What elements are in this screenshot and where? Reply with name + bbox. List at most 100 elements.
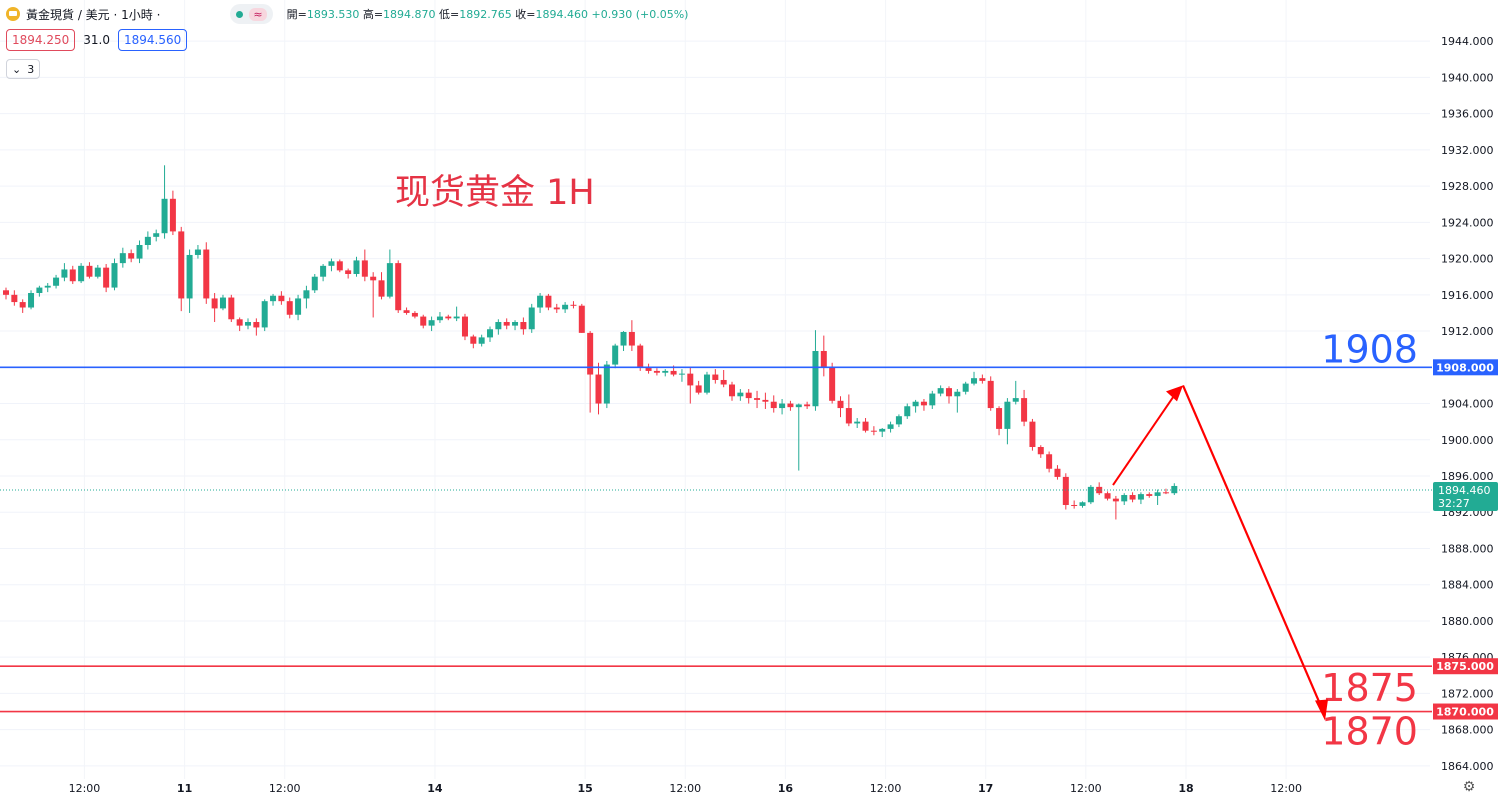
candle-body [520,322,527,330]
open-value: 1893.530 [306,8,360,21]
level-tag-text-1875: 1875.000 [1436,660,1494,673]
open-label: 開= [286,8,307,21]
candle-body [328,261,335,266]
high-label: 高= [362,8,384,21]
current-price-value: 1894.460 [1438,484,1491,497]
candle-body [69,269,76,282]
candle-body [954,391,961,397]
symbol-title[interactable]: 黃金現貨 / 美元 · 1小時 · [26,7,161,22]
time-axis[interactable]: 12:00 11 12:00 14 15 12:00 16 12:00 17 12:00 18 12:… [69,782,1302,795]
candle-body [1137,494,1144,500]
candle-body [119,253,126,264]
low-label: 低= [439,8,460,21]
candle-body [378,280,385,297]
candle-body [562,304,569,310]
candle-body [820,350,827,368]
price-tick-label: 1940.000 [1441,71,1494,84]
status-pill[interactable]: ≈ [230,4,273,24]
candle-body [1071,504,1078,506]
price-tick-label: 1888.000 [1441,542,1494,555]
candle-body [987,380,994,409]
candle-body [837,400,844,409]
candle-body [854,421,861,424]
candle-body [253,322,260,328]
candle-body [320,265,327,277]
candle-body [662,370,669,373]
time-tick-label: 12:00 [69,782,101,795]
time-tick-label: 15 [577,782,592,795]
settings-icon[interactable]: ⚙ [1462,779,1476,795]
candle-body [720,379,727,385]
candle-body [495,322,502,330]
candle-body [1096,486,1103,494]
level-tag-1908 [1433,359,1498,376]
candle-body [169,198,176,232]
price-tick-label: 1916.000 [1441,289,1494,302]
candle-body [1029,421,1036,448]
candle-body [436,316,443,321]
candle-body [653,370,660,373]
candle-body [403,310,410,313]
level-label-1875: 1875 [1321,666,1418,710]
arrowhead-down [1315,699,1328,721]
price-tick-label: 1912.000 [1441,325,1494,338]
candle-body [745,392,752,399]
candle-body [1004,401,1011,429]
time-tick-label: 18 [1178,782,1193,795]
candle-body [862,421,869,431]
bid-button[interactable]: 1894.250 [6,29,76,51]
indicators-toggle[interactable]: ⌄ 3 [6,59,41,79]
candle-body [245,322,252,326]
candle-body [1112,498,1119,502]
candle-body [286,301,293,315]
candle-body [895,416,902,425]
candle-body [428,320,435,326]
candle-body [53,277,60,286]
change-value: +0.930 (+0.05%) [591,8,689,21]
ask-button[interactable]: 1894.560 [117,29,188,51]
candle-body [912,401,919,407]
candle-body [228,297,235,320]
candle-body [353,260,360,274]
candle-body [78,265,85,282]
candle-body [945,388,952,397]
candle-body [345,270,352,274]
ohlc-readout: 開=1893.530 高=1894.870 低=1892.765 收=1894.… [287,6,689,22]
candle-body [211,298,218,309]
candle-body [870,430,877,432]
time-tick-label: 14 [427,782,443,795]
candle-body [595,374,602,404]
indicator-count: 3 [27,62,35,76]
candle-body [1054,468,1061,477]
candle-body [19,302,26,308]
candle-body [1062,476,1069,505]
candle-body [962,383,969,392]
candle-body [386,263,393,297]
candle-body [1021,398,1028,422]
candle-body [470,336,477,344]
candle-body [136,245,143,259]
countdown-value: 32:27 [1438,497,1470,510]
price-tick-label: 1896.000 [1441,470,1494,483]
candle-body [1104,493,1111,499]
candle-body [1012,398,1019,402]
arrowhead-up [1166,385,1183,402]
price-tick-label: 1872.000 [1441,687,1494,700]
candle-body [628,331,635,346]
level-label-1870: 1870 [1321,710,1418,754]
candle-body [1087,486,1094,503]
candle-body [1079,502,1086,506]
candle-body [528,307,535,330]
price-tick-label: 1904.000 [1441,398,1494,411]
candle-body [103,267,110,288]
projection-arrow [1112,384,1328,721]
low-value: 1892.765 [459,8,512,21]
candles-layer [3,165,1178,520]
candle-body [3,290,9,295]
candle-body [1162,492,1169,494]
candle-body [979,378,986,381]
symbol-header: 黃金現貨 / 美元 · 1小時 · ≈ 開=1893.530 高=1894.87… [6,4,688,24]
candle-body [270,295,277,302]
current-price-tag [1433,481,1498,511]
